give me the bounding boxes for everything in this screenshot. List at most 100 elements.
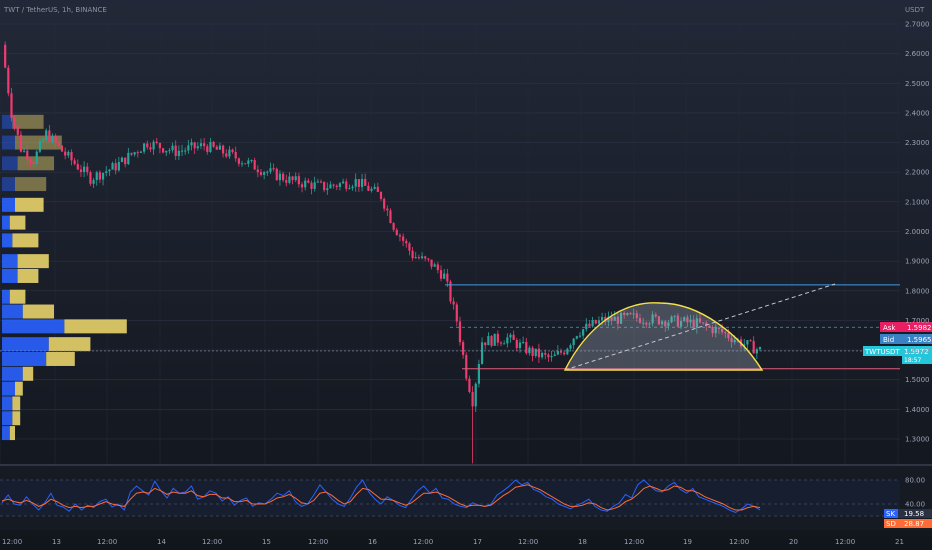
- candle-body: [35, 151, 38, 165]
- candle-body: [648, 323, 651, 325]
- price-tick-label: 2.3000: [905, 139, 930, 147]
- candle-body: [180, 150, 184, 152]
- vp-bar-blue: [2, 304, 23, 319]
- candle-body: [383, 198, 386, 209]
- candle-body: [692, 319, 695, 328]
- time-tick-label: 14: [157, 538, 166, 546]
- candle-body: [19, 134, 23, 152]
- vp-bar-blue: [2, 381, 15, 396]
- time-tick-label: 19: [683, 538, 692, 546]
- candle-body: [76, 163, 79, 170]
- candle-body: [319, 181, 323, 183]
- candle-body: [452, 301, 455, 305]
- candle-body: [98, 172, 102, 180]
- candle-body: [695, 318, 698, 328]
- candle-body: [503, 343, 506, 345]
- candle-body: [367, 185, 370, 191]
- vp-bar-blue: [2, 114, 13, 129]
- candle-body: [420, 256, 424, 259]
- candle-body: [291, 176, 294, 181]
- vp-bar-blue: [2, 411, 13, 426]
- candle-body: [10, 93, 13, 118]
- vp-bar-yellow: [12, 411, 21, 426]
- candle-body: [547, 354, 550, 358]
- candle-body: [165, 150, 168, 153]
- candle-body: [490, 336, 493, 346]
- candle-body: [266, 171, 269, 173]
- candle-body: [733, 340, 736, 343]
- time-tick-label: 12:00: [202, 538, 222, 546]
- vp-bar-yellow: [17, 254, 49, 269]
- time-axis: 12:00 13 12:00 14 12:00 15 12:00 16 12:00 17 12:00…: [2, 538, 904, 546]
- vp-bar-yellow: [64, 319, 127, 334]
- candle-body: [190, 142, 193, 146]
- rounding-top-arc[interactable]: [563, 302, 764, 371]
- candle-body: [411, 250, 414, 259]
- svg-text:18:57: 18:57: [904, 357, 921, 364]
- candle-body: [484, 342, 487, 346]
- price-tick-label: 1.9000: [905, 258, 930, 266]
- candle-body: [54, 136, 57, 143]
- vp-bar-blue: [2, 319, 65, 334]
- candle-body: [168, 150, 171, 152]
- candle-body: [619, 312, 623, 324]
- candle-body: [127, 152, 130, 165]
- candle-body: [566, 348, 569, 355]
- candle-body: [613, 316, 616, 321]
- candle-body: [38, 141, 41, 152]
- candle-body: [237, 158, 240, 164]
- time-tick-label: 12:00: [518, 538, 538, 546]
- candle-body: [439, 270, 443, 279]
- candle-body: [616, 316, 619, 324]
- svg-text:Bid: Bid: [883, 336, 894, 344]
- vp-bar-yellow: [15, 197, 44, 212]
- price-tick-label: 1.7000: [905, 317, 930, 325]
- candle-body: [297, 176, 300, 185]
- candle-body: [443, 273, 446, 279]
- candle-body: [525, 341, 528, 354]
- candle-body: [263, 172, 266, 175]
- vp-bar-yellow: [15, 381, 23, 396]
- candle-body: [105, 171, 108, 173]
- candle-body: [408, 243, 411, 251]
- candle-body: [531, 347, 534, 357]
- volume-profile: [2, 114, 127, 441]
- candle-body: [329, 184, 332, 189]
- candle-body: [638, 318, 642, 323]
- candle-body: [174, 145, 177, 156]
- trend-line-dashed[interactable]: [564, 283, 836, 371]
- candle-body: [683, 317, 686, 321]
- candle-body: [326, 188, 329, 191]
- candle-body: [196, 146, 199, 149]
- candle-body: [702, 322, 705, 324]
- candle-body: [231, 149, 234, 152]
- candle-body: [111, 163, 114, 170]
- candle-body: [218, 145, 222, 150]
- candle-body: [575, 336, 578, 339]
- horizontal-lines: [0, 284, 900, 370]
- candle-body: [721, 328, 724, 333]
- price-tick-label: 1.8000: [905, 287, 930, 295]
- candle-body: [474, 383, 477, 407]
- candle-body: [746, 340, 749, 345]
- price-tick-label: 2.7000: [905, 21, 930, 29]
- candle-body: [730, 338, 733, 343]
- vp-bar-blue: [2, 396, 13, 411]
- candle-body: [389, 210, 392, 224]
- candle-body: [708, 325, 711, 328]
- candle-body: [373, 186, 376, 189]
- candle-body: [743, 344, 746, 347]
- candle-body: [651, 314, 654, 324]
- time-tick-label: 13: [52, 538, 61, 546]
- vp-bar-blue: [2, 177, 15, 192]
- time-tick-label: 12:00: [729, 538, 749, 546]
- candle-body: [610, 316, 613, 321]
- vp-bar-yellow: [9, 426, 15, 441]
- candle-body: [187, 145, 190, 151]
- candle-body: [26, 150, 29, 160]
- candle-body: [642, 322, 645, 324]
- candle-body: [117, 162, 120, 171]
- vp-bar-yellow: [17, 268, 39, 283]
- price-tick-label: 1.3000: [905, 436, 930, 444]
